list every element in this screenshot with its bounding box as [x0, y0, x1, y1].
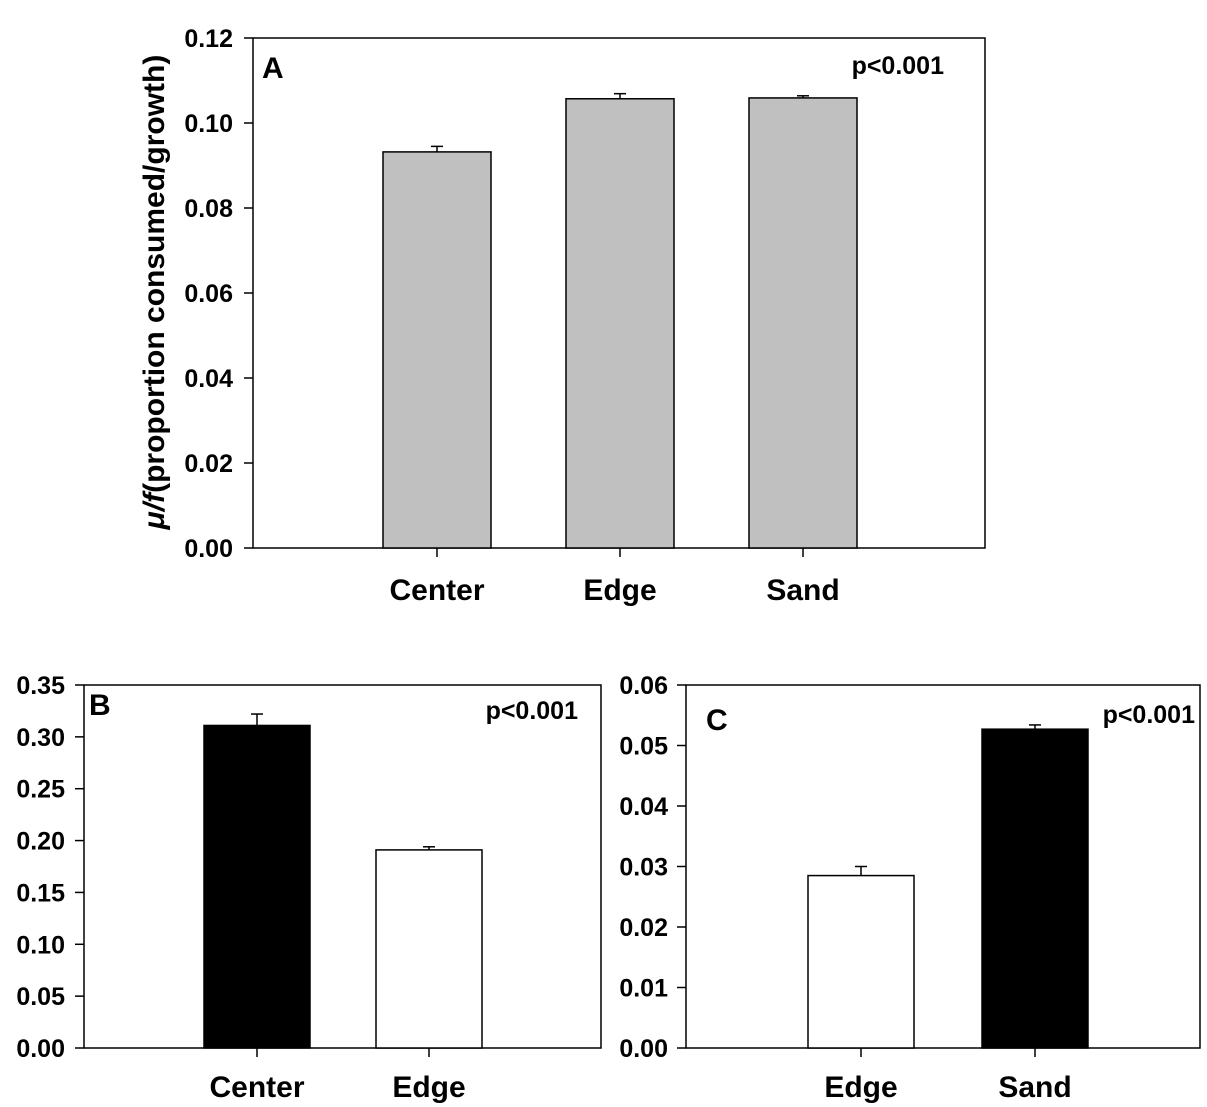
y-tick-label: 0.02	[184, 450, 233, 478]
panel-label: B	[89, 689, 111, 722]
y-tick-label: 0.06	[619, 672, 668, 700]
y-axis-label-text: (proportion consumed/growth)	[138, 55, 171, 493]
y-tick-label: 0.05	[619, 733, 668, 761]
y-tick-label: 0.08	[184, 195, 233, 223]
bar	[981, 728, 1089, 1049]
p-value-label: p<0.001	[486, 697, 579, 725]
category-label: Sand	[766, 574, 839, 607]
category-label: Sand	[998, 1071, 1071, 1104]
y-tick-label: 0.10	[184, 110, 233, 138]
p-value-label: p<0.001	[1103, 701, 1196, 729]
y-tick-label: 0.00	[619, 1035, 668, 1063]
y-tick-label: 0.15	[16, 879, 65, 907]
y-tick-label: 0.04	[184, 365, 233, 393]
plot-frame	[685, 684, 1201, 1049]
y-tick-label: 0.30	[16, 724, 65, 752]
bar	[382, 151, 492, 549]
y-tick-label: 0.12	[184, 25, 233, 53]
y-tick-label: 0.20	[16, 828, 65, 856]
category-label: Center	[209, 1071, 304, 1104]
category-label: Center	[389, 574, 484, 607]
bar	[807, 874, 915, 1049]
y-tick-label: 0.03	[619, 854, 668, 882]
y-tick-label: 0.35	[16, 672, 65, 700]
panel-label: A	[262, 52, 284, 85]
bar	[203, 724, 311, 1049]
panel-b: 0.00 0.05 0.10 0.15 0.20 0.25 0.30 0.35 Center Ed…	[16, 672, 602, 1104]
y-tick-label: 0.04	[619, 793, 668, 821]
category-label: Edge	[392, 1071, 465, 1104]
panel-c: 0.00 0.01 0.02 0.03 0.04 0.05 0.06 Edge Sand C p<0…	[619, 672, 1201, 1104]
p-value-label: p<0.001	[852, 52, 945, 80]
y-axis-label: μ/f(proportion consumed/growth)	[138, 55, 171, 531]
category-label: Edge	[824, 1071, 897, 1104]
y-tick-label: 0.01	[619, 975, 668, 1003]
y-tick-label: 0.05	[16, 983, 65, 1011]
y-axis-label-symbol: μ/f	[138, 490, 171, 530]
panel-label: C	[706, 704, 728, 737]
plot-frame	[83, 684, 602, 1049]
y-tick-label: 0.00	[16, 1035, 65, 1063]
bar	[565, 98, 675, 549]
category-label: Edge	[583, 574, 656, 607]
y-tick-label: 0.02	[619, 914, 668, 942]
y-tick-label: 0.10	[16, 931, 65, 959]
y-tick-label: 0.25	[16, 776, 65, 804]
y-tick-label: 0.06	[184, 280, 233, 308]
y-tick-label: 0.00	[184, 535, 233, 563]
bar	[748, 97, 858, 549]
panel-a: 0.00 0.02 0.04 0.06 0.08 0.10 0.12 Center Edge Sa…	[184, 25, 986, 607]
bar	[375, 849, 483, 1049]
